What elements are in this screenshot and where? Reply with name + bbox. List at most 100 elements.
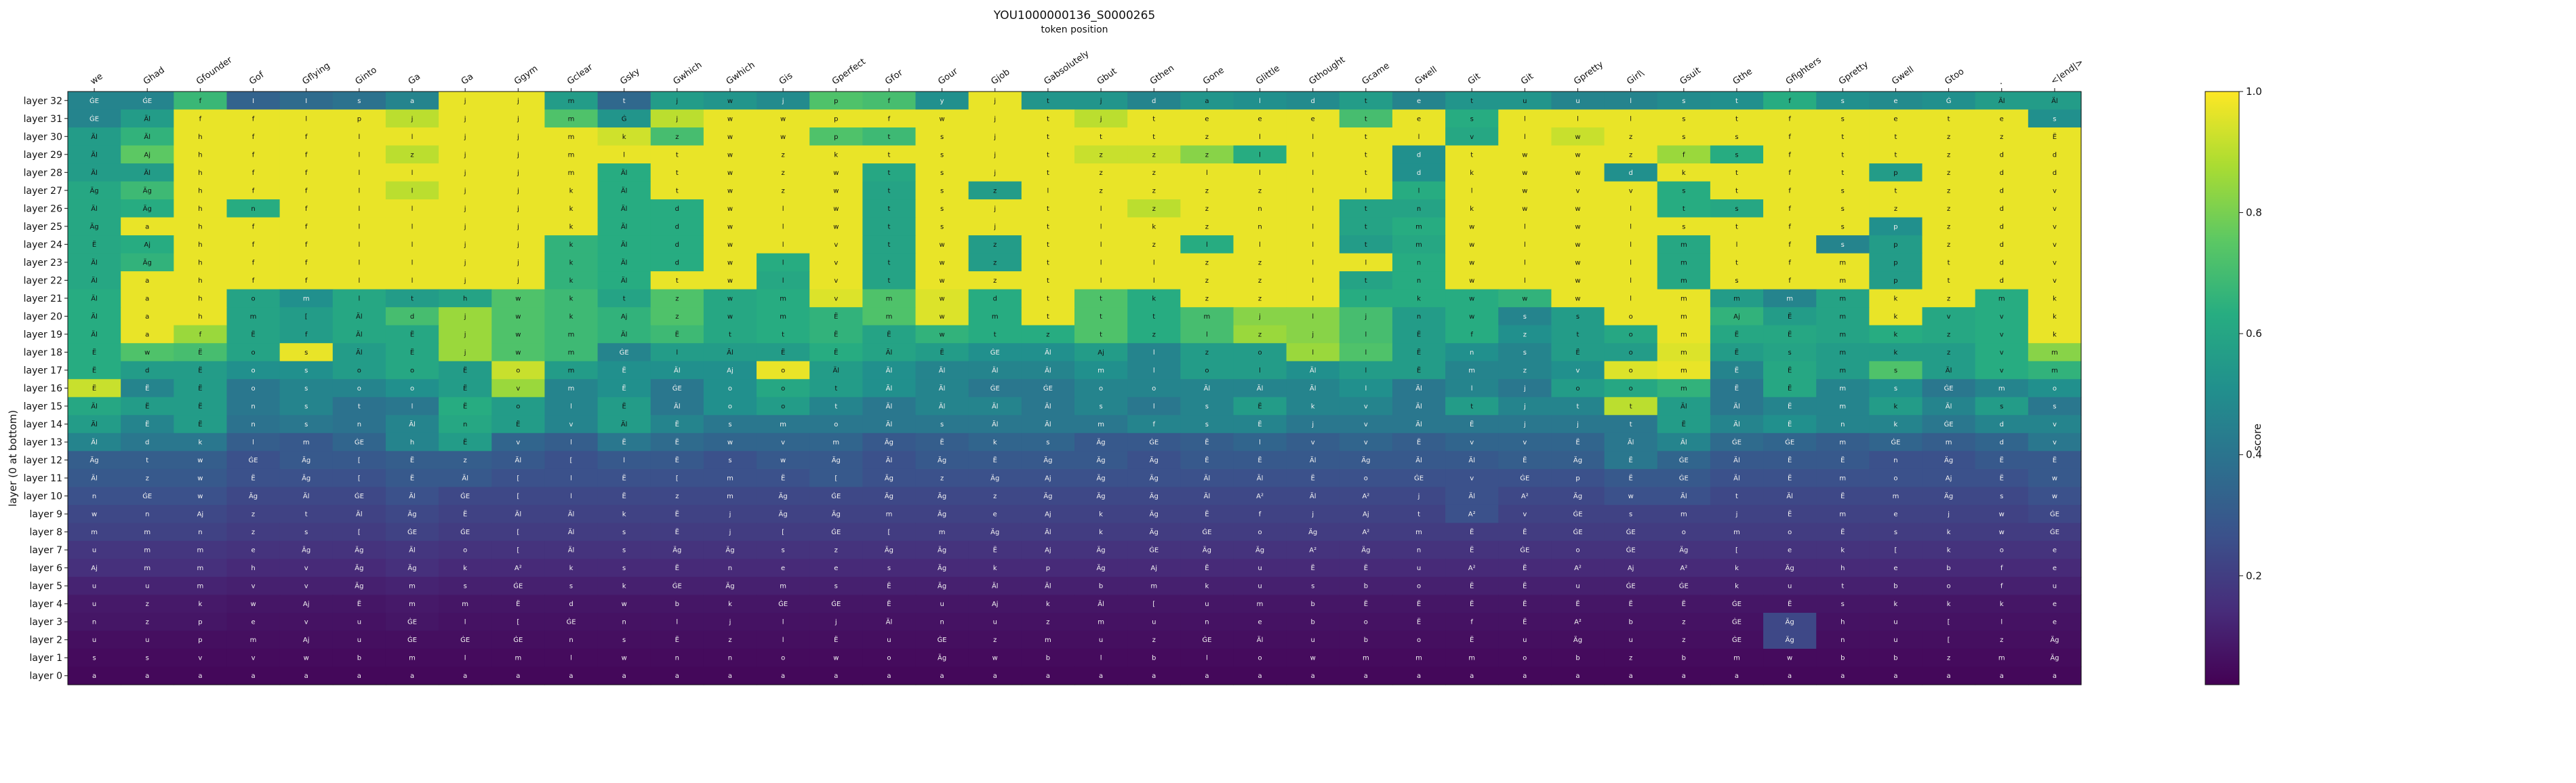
- heatmap-cell: [1498, 92, 1552, 111]
- cell-label: m: [568, 385, 575, 393]
- cell-label: z: [1152, 331, 1156, 338]
- heatmap-cell: [1498, 289, 1552, 308]
- cell-label: l: [1312, 205, 1314, 213]
- heatmap-cell: [332, 666, 386, 685]
- cell-label: Äg: [1573, 456, 1582, 464]
- heatmap-cell: [1816, 145, 1870, 164]
- heatmap-cell: [1710, 487, 1764, 506]
- cell-label: Äg: [1150, 474, 1159, 483]
- heatmap-cell: [2028, 468, 2082, 487]
- heatmap-cell: [1816, 648, 1870, 668]
- cell-label: a: [834, 672, 838, 680]
- cell-label: Äl: [886, 402, 893, 411]
- y-tick-label: layer 11: [24, 473, 62, 484]
- heatmap-cell: [1127, 199, 1181, 218]
- cell-label: a: [1364, 672, 1368, 680]
- cell-label: a: [1575, 672, 1579, 680]
- cell-label: Ë: [516, 420, 520, 428]
- cell-label: z: [1099, 169, 1102, 177]
- cell-label: f: [252, 115, 255, 123]
- cell-label: ĠE: [2050, 510, 2059, 519]
- cell-label: Ë: [1788, 365, 1792, 374]
- heatmap-cell: [915, 199, 969, 218]
- heatmap-cell: [1763, 253, 1817, 272]
- heatmap-cell: [279, 92, 334, 111]
- cell-label: Äg: [1096, 456, 1105, 464]
- heatmap-cell: [757, 379, 810, 398]
- heatmap-cell: [650, 235, 704, 254]
- heatmap-cell: [1233, 666, 1287, 685]
- cell-label: Äl: [1045, 348, 1051, 357]
- cell-label: l: [1259, 98, 1261, 105]
- cell-label: s: [940, 223, 944, 230]
- heatmap-cell: [439, 630, 492, 649]
- y-tick-label: layer 12: [24, 456, 62, 466]
- heatmap-cell: [544, 217, 599, 236]
- cell-label: z: [1152, 151, 1156, 159]
- cell-label: Ë: [1417, 599, 1421, 608]
- heatmap-cell: [1233, 217, 1287, 236]
- cell-label: n: [1893, 457, 1897, 464]
- heatmap-cell: [385, 253, 439, 272]
- cell-label: Ë: [834, 348, 838, 357]
- cell-label: Äg: [832, 510, 841, 519]
- cell-label: Äg: [725, 582, 734, 590]
- cell-label: t: [1841, 169, 1844, 177]
- y-tick-label: layer 29: [24, 150, 62, 161]
- x-tick-label: Gcame: [1361, 61, 1392, 87]
- cell-label: z: [1205, 205, 1209, 213]
- heatmap-cell: [1657, 540, 1711, 559]
- cell-label: A²: [1574, 619, 1582, 626]
- heatmap-cell: [650, 343, 704, 362]
- cell-label: m: [886, 295, 893, 302]
- cell-label: l: [1418, 187, 1420, 195]
- cell-label: Äl: [144, 114, 150, 123]
- cell-label: Äl: [621, 168, 628, 177]
- cell-label: u: [145, 637, 149, 644]
- cell-label: v: [304, 583, 308, 590]
- heatmap-cell: [491, 523, 546, 542]
- heatmap-cell: [703, 540, 757, 559]
- cell-label: u: [1099, 637, 1103, 644]
- heatmap-cell: [1498, 343, 1552, 362]
- cell-label: n: [1417, 313, 1421, 321]
- cell-label: Ë: [675, 563, 679, 572]
- cell-label: l: [782, 223, 784, 230]
- cell-label: Ë: [1523, 618, 1527, 626]
- cell-label: j: [517, 98, 519, 105]
- cell-label: Äl: [91, 420, 98, 428]
- heatmap-cell: [2028, 163, 2082, 182]
- heatmap-cell: [757, 451, 810, 470]
- cell-label: m: [727, 475, 733, 483]
- cell-label: b: [357, 655, 361, 662]
- heatmap-cell: [1392, 540, 1446, 559]
- cell-label: a: [2053, 672, 2057, 680]
- cell-label: o: [1364, 619, 1368, 626]
- cell-label: Ë: [410, 456, 414, 464]
- heatmap-cell: [968, 199, 1022, 218]
- heatmap-cell: [1339, 487, 1393, 506]
- cell-label: l: [570, 475, 572, 483]
- heatmap-cell: [1816, 109, 1870, 128]
- heatmap-cell: [1392, 361, 1446, 380]
- cell-label: h: [198, 205, 202, 213]
- heatmap-cell: [1127, 648, 1181, 668]
- heatmap-cell: [757, 468, 810, 487]
- cell-label: Äl: [1733, 402, 1740, 411]
- cell-label: t: [1630, 403, 1632, 411]
- heatmap-cell: [332, 307, 386, 326]
- heatmap-cell: [439, 397, 492, 416]
- heatmap-cell: [1869, 504, 1923, 523]
- cell-label: k: [569, 313, 573, 321]
- heatmap-cell: [757, 504, 810, 523]
- cell-label: f: [1788, 151, 1791, 159]
- cell-label: w: [940, 241, 945, 249]
- heatmap-cell: [121, 307, 174, 326]
- heatmap-cell: [121, 199, 174, 218]
- cell-label: l: [1312, 187, 1314, 195]
- heatmap-cell: [1339, 361, 1393, 380]
- cell-label: s: [887, 565, 891, 572]
- heatmap-cell: [439, 540, 492, 559]
- cell-label: m: [1204, 313, 1211, 321]
- cell-label: l: [358, 205, 360, 213]
